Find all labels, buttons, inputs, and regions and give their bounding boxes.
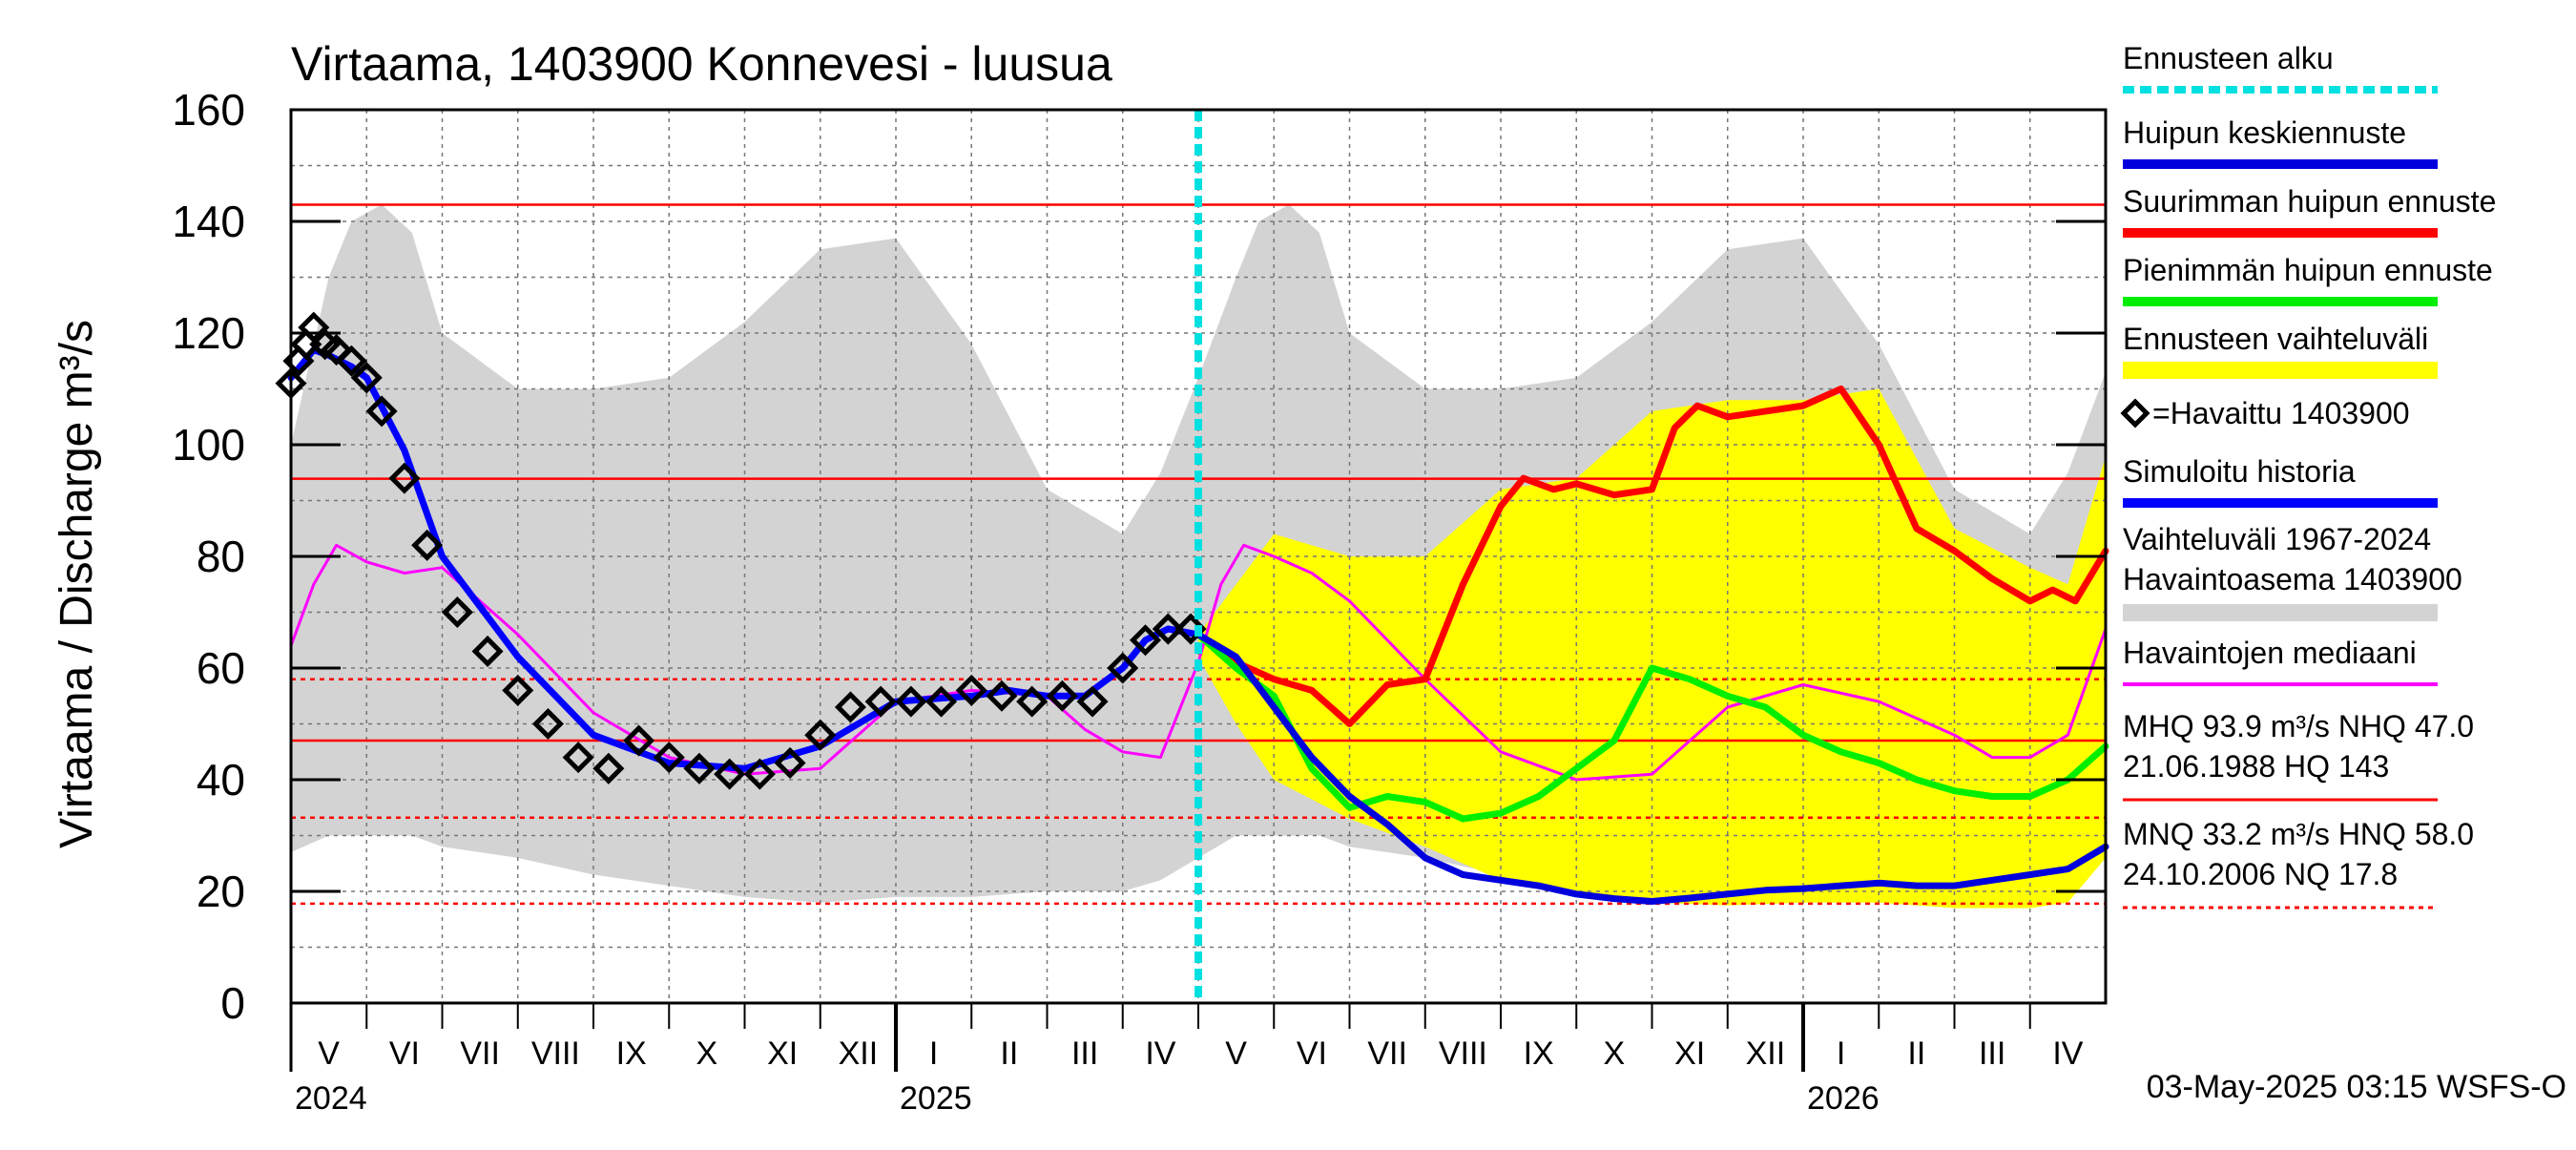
y-tick-label-20: 20 [197,867,245,916]
observed-marker [895,685,927,718]
y-tick-label-80: 80 [197,532,245,581]
x-tick-label-month: IX [616,1035,647,1072]
legend-item-pienimm-n-huipun-ennuste-label: Pienimmän huipun ennuste [2123,253,2493,287]
observed-marker [411,529,444,561]
observed-marker [471,635,504,667]
observed-marker [1016,685,1049,718]
legend-item-havaittu-1403900-symbol [2120,398,2150,429]
legend-item-suurimman-huipun-ennuste-label: Suurimman huipun ennuste [2123,184,2496,219]
x-tick-label-month: VIII [531,1035,580,1072]
x-tick-label-month: XII [1746,1035,1786,1072]
x-tick-label-month: III [1979,1035,2005,1072]
observed-marker [864,685,897,718]
observed-marker [365,395,398,428]
legend-item-mnq-33-2-m-s-hnq-58-0-label: MNQ 33.2 m³/s HNQ 58.0 [2123,817,2474,851]
y-tick-label-160: 160 [172,85,245,135]
observed-marker [1046,680,1078,712]
observed-marker [441,596,473,629]
observed-marker [986,680,1018,712]
x-tick-label-month: II [1907,1035,1925,1072]
series-suurimman-huipun-ennuste [1195,386,2109,727]
series-pienimm-n-huipun-ennuste [1195,631,2109,823]
band-ennusteen-vaihteluv-li [1198,388,2106,909]
x-tick-label-month: V [318,1035,340,1072]
x-tick-label-month: V [1225,1035,1247,1072]
legend-item-havaintojen-mediaani-label: Havaintojen mediaani [2123,636,2417,670]
observed-marker [1076,685,1109,718]
observed-marker [955,674,987,706]
x-tick-label-month: II [1000,1035,1018,1072]
observed-marker [350,362,383,394]
y-tick-label-60: 60 [197,643,245,693]
observed-marker [743,758,776,790]
observed-marker [683,752,716,784]
x-tick-label-month: VII [1367,1035,1407,1072]
observed-marker [714,758,746,790]
observed-marker [321,334,353,366]
y-tick-label-0: 0 [220,978,245,1028]
legend-item-ennusteen-alku-label: Ennusteen alku [2123,41,2334,75]
x-tick-label-month: XII [839,1035,879,1072]
legend-item-mhq-93-9-m-s-nhq-47-0-label-2: 21.06.1988 HQ 143 [2123,749,2389,784]
x-tick-label-year-2026: 2026 [1807,1080,1880,1117]
observed-marker [388,462,421,494]
x-tick-label-month: I [1837,1035,1845,1072]
x-tick-label-year-2025: 2025 [900,1080,972,1117]
legend-item-mnq-33-2-m-s-hnq-58-0-label-2: 24.10.2006 NQ 17.8 [2123,857,2398,891]
legend-item-vaihteluv-li-1967-2024-label: Vaihteluväli 1967-2024 [2123,522,2431,556]
x-tick-label-year-2024: 2024 [295,1080,367,1117]
legend-item-vaihteluv-li-1967-2024-label-2: Havaintoasema 1403900 [2123,562,2462,596]
observed-marker [335,345,367,377]
x-tick-label-month: III [1071,1035,1098,1072]
observed-marker [531,707,564,741]
x-tick-label-month: VII [460,1035,500,1072]
observed-marker [834,691,866,723]
legend-item-havaittu-1403900-label: =Havaittu 1403900 [2152,396,2410,430]
observed-marker [804,719,837,751]
observed-marker [623,724,655,757]
x-tick-label-month: IV [1145,1035,1175,1072]
x-tick-label-month: IV [2052,1035,2083,1072]
observed-marker [562,742,594,774]
observed-marker [1152,613,1184,645]
x-tick-label-month: I [929,1035,938,1072]
y-tick-label-120: 120 [172,308,245,358]
x-tick-label-month: XI [1674,1035,1705,1072]
observed-marker [1107,652,1139,684]
series-huipun-keskiennuste [1195,631,2109,905]
legend: Ennusteen alku Huipun keskiennuste Suurimm… [2120,41,2496,910]
x-tick-label-month: VI [389,1035,420,1072]
observed-marker [1174,613,1207,645]
legend-item-vaihteluv-li-1967-2024-symbol [2123,604,2438,621]
observed-marker [1129,624,1162,657]
observed-marker [774,746,806,779]
x-tick-label-month: IX [1524,1035,1554,1072]
timestamp-footer: 03-May-2025 03:15 WSFS-O [2147,1069,2566,1105]
legend-item-ennusteen-vaihteluv-li-label: Ennusteen vaihteluväli [2123,322,2428,356]
x-tick-label-month: VI [1297,1035,1327,1072]
legend-item-simuloitu-historia-label: Simuloitu historia [2123,454,2356,489]
chart-title: Virtaama, 1403900 Konnevesi - luusua [291,37,1112,91]
legend-item-ennusteen-vaihteluv-li-symbol [2123,362,2438,379]
legend-item-huipun-keskiennuste-label: Huipun keskiennuste [2123,115,2406,150]
y-axis-label: Virtaama / Discharge m³/s [52,320,102,848]
y-tick-label-100: 100 [172,420,245,470]
observed-marker [592,752,625,784]
y-tick-label-40: 40 [197,755,245,805]
legend-item-mhq-93-9-m-s-nhq-47-0-label: MHQ 93.9 m³/s NHQ 47.0 [2123,709,2474,743]
observed-marker [925,685,958,718]
observed-marker [653,742,685,774]
x-tick-label-month: X [696,1035,718,1072]
x-tick-label-month: VIII [1439,1035,1487,1072]
y-tick-label-140: 140 [172,197,245,246]
x-tick-label-month: X [1604,1035,1626,1072]
x-tick-label-month: XI [767,1035,798,1072]
observed-marker [502,674,534,706]
